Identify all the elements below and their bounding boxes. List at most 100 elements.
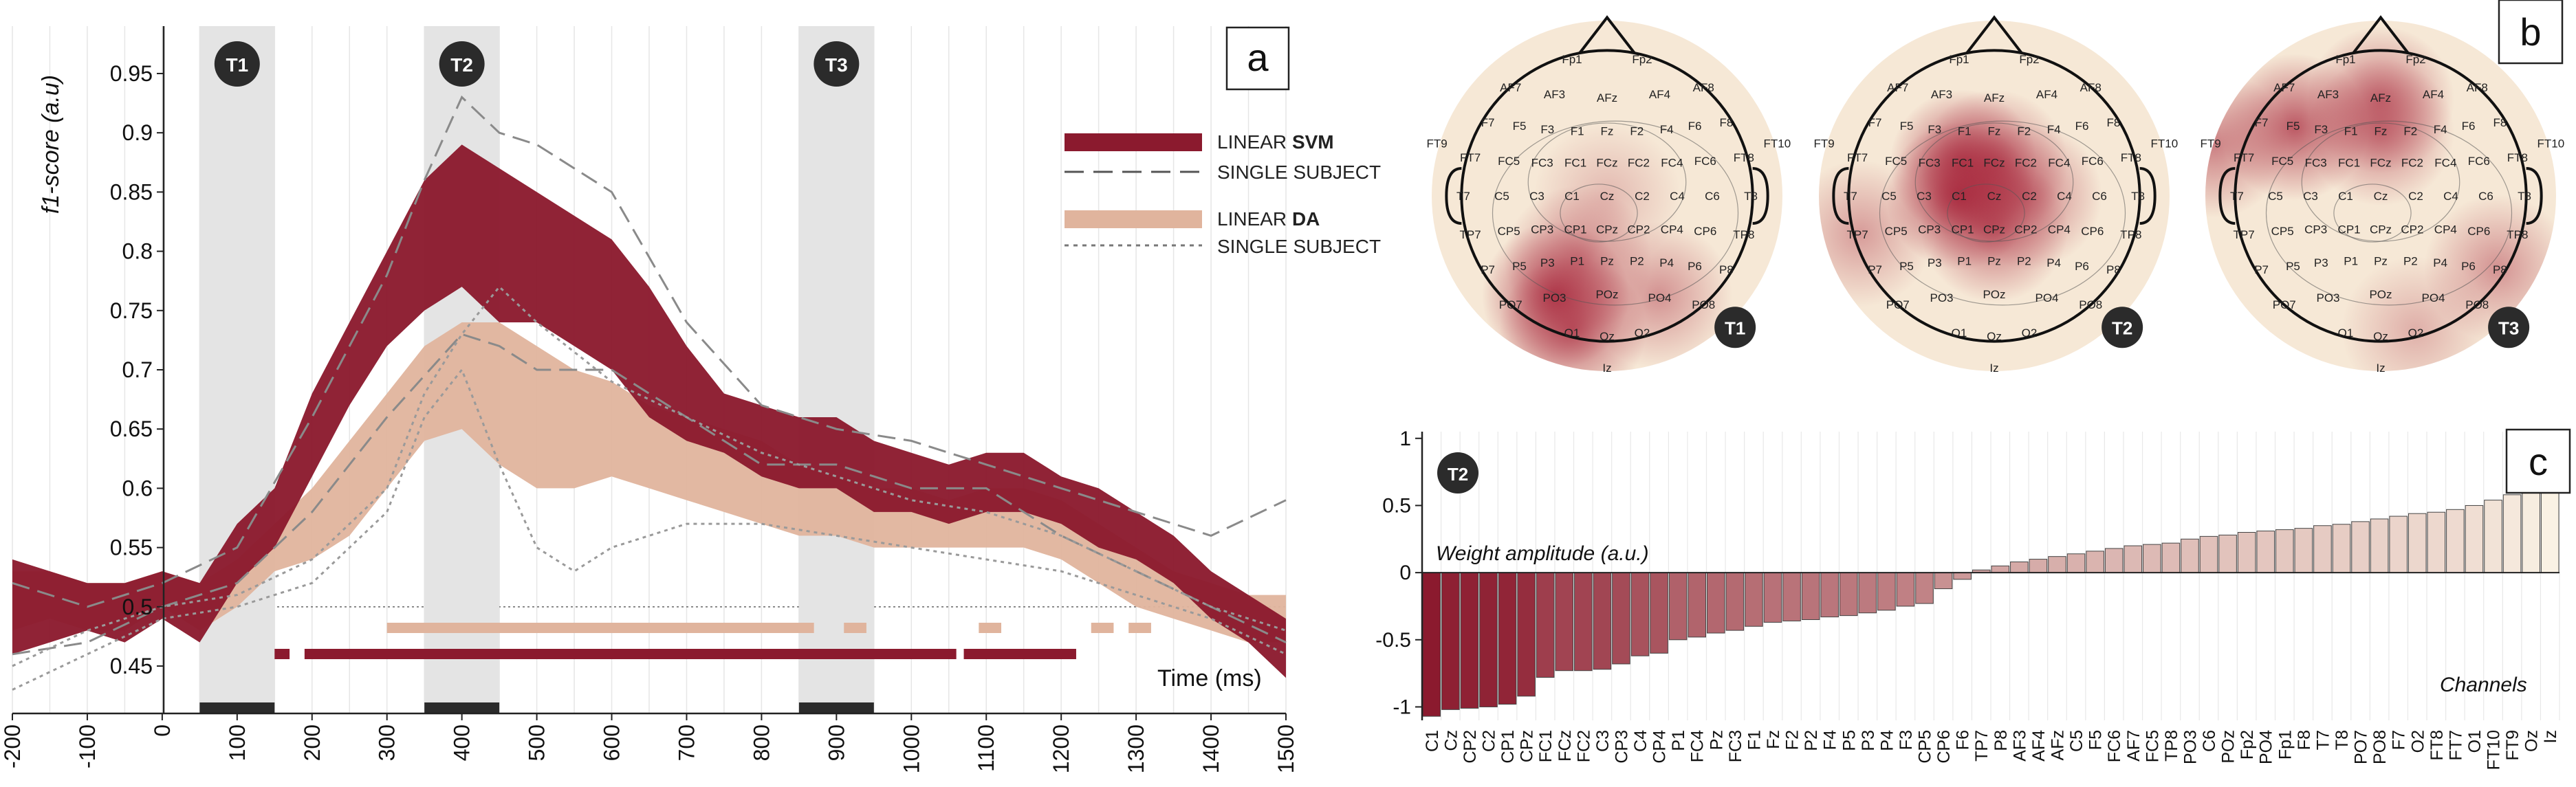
panel-a-significance-bars (274, 623, 1151, 659)
bar-f7 (2389, 516, 2408, 573)
panel-c-bars (1422, 483, 2559, 717)
panel-c-category-label: P3 (1859, 730, 1878, 751)
panel-c-category-label: F6 (1954, 730, 1973, 750)
legend-svm-label: LINEAR SVM (1217, 131, 1334, 153)
electrode-label: P4 (2046, 256, 2061, 269)
bar-fc4 (1688, 572, 1707, 638)
electrode-label: F4 (2434, 123, 2447, 136)
panel-a-ytick-label: 0.55 (110, 535, 153, 560)
electrode-label: FC1 (1952, 157, 1974, 170)
electrode-label: CP6 (2467, 225, 2490, 238)
panel-c-category-label: FC5 (2143, 730, 2162, 762)
electrode-label: FC6 (2082, 155, 2104, 168)
electrode-label: C2 (2022, 190, 2037, 203)
bar-cz (1441, 572, 1460, 710)
electrode-label: F8 (1719, 116, 1733, 129)
panel-c-category-label: O1 (2465, 730, 2485, 753)
electrode-label: F7 (2255, 116, 2269, 129)
panel-c-badge-label: T2 (1448, 464, 1468, 485)
bar-f1 (1745, 572, 1763, 627)
panel-a-ylabel: f1-score (a.u) (38, 75, 64, 214)
electrode-label: Fz (1988, 125, 2001, 138)
electrode-label: FC3 (2305, 157, 2327, 170)
electrode-label: F1 (1958, 125, 1972, 138)
electrode-label: AF8 (1693, 81, 1714, 94)
electrode-label: CP1 (1952, 223, 1974, 236)
bar-fc2 (1574, 572, 1593, 672)
significance-bar-svm (274, 649, 290, 659)
electrode-label: C3 (1917, 190, 1932, 203)
electrode-label: CP4 (2048, 223, 2071, 236)
electrode-label: AF4 (2036, 88, 2057, 101)
electrode-label: FC4 (2434, 157, 2456, 170)
time-window-marker-t2 (424, 702, 500, 713)
electrode-label: O2 (1635, 326, 1650, 340)
bar-tp8 (2161, 542, 2181, 573)
electrode-label: CPz (2370, 223, 2392, 236)
panel-a-xtick-label: 600 (600, 724, 624, 761)
electrode-label: P8 (2106, 263, 2121, 276)
bar-o1 (2465, 505, 2484, 573)
panel-a-ytick-label: 0.6 (122, 476, 153, 500)
bar-iz (2540, 483, 2559, 573)
panel-c-ytick-label: 1 (1399, 428, 1411, 450)
electrode-label: CP6 (1694, 225, 1716, 238)
electrode-label: AF3 (1544, 88, 1565, 101)
bar-ft8 (2427, 511, 2446, 573)
bar-po4 (2256, 531, 2275, 573)
electrode-label: Cz (1987, 190, 2002, 203)
panel-a-xtick-label: 1100 (974, 724, 998, 772)
electrode-label: C6 (2478, 190, 2493, 203)
electrode-label: P6 (2075, 260, 2089, 273)
panel-c-category-label: AF3 (2010, 730, 2029, 762)
time-window-badge-t1 (214, 41, 260, 87)
panel-a-xlabel: Time (ms) (1157, 665, 1262, 691)
electrode-label: CP3 (2304, 223, 2327, 236)
electrode-label: FT7 (1847, 151, 1868, 164)
time-window-t3 (798, 26, 874, 713)
topomap-badge-label: T3 (2498, 318, 2519, 338)
electrode-label: F2 (2403, 125, 2417, 138)
hotspot-fz (2306, 58, 2455, 206)
electrode-label: P1 (1570, 254, 1584, 267)
bar-c1 (1422, 572, 1441, 717)
electrode-label: FC4 (2048, 157, 2070, 170)
electrode-label: AF8 (2467, 81, 2488, 94)
panel-c-category-labels: C1 Cz CP2 C2 CP1 CPz FC1 FCz FC2 C3 CP3 C4 CP4 P1 FC4 P… (1423, 730, 2560, 770)
panel-c-category-label: T7 (2313, 730, 2333, 750)
bar-fc6 (2104, 548, 2124, 573)
electrode-label: P1 (2344, 254, 2358, 267)
topomap-contour (1879, 120, 2126, 306)
panel-c-category-label: Fz (1764, 730, 1783, 749)
electrode-label: Fp1 (1949, 53, 1969, 66)
panel-c-category-label: Pz (1707, 730, 1726, 750)
panel-c-category-label: Oz (2522, 730, 2542, 752)
electrode-label: PO3 (2316, 291, 2339, 304)
bar-c4 (1630, 572, 1650, 656)
electrode-label: F5 (1513, 120, 1527, 133)
electrode-label: CP2 (2401, 223, 2423, 236)
electrode-label: Fp1 (2335, 53, 2355, 66)
topomap-badge-label: T2 (2112, 318, 2132, 338)
legend-lda-single-label: SINGLE SUBJECT (1217, 236, 1381, 257)
panel-c-category-label: FC4 (1688, 730, 1707, 762)
electrode-label: Cz (1600, 190, 1615, 203)
electrode-label: C4 (1670, 190, 1685, 203)
electrode-label: Fz (2375, 125, 2388, 138)
topomap-badge (2488, 307, 2530, 348)
panel-a-ytick-label: 0.7 (122, 357, 153, 382)
bar-ft9 (2502, 494, 2522, 573)
panel-a-xtick-label: 1400 (1199, 724, 1223, 773)
panel-a-ytick-label: 0.45 (110, 654, 153, 678)
panel-a-xtick-label: 0 (150, 724, 175, 737)
panel-c-category-label: P4 (1877, 730, 1897, 751)
electrode-label: POz (1983, 288, 2005, 301)
electrode-label: Pz (1987, 254, 2001, 267)
electrode-label: P7 (2254, 263, 2269, 276)
panel-c-grid (1421, 432, 2560, 720)
time-window-badge-label: T2 (450, 54, 473, 76)
electrode-label: FC3 (1919, 157, 1941, 170)
time-window-badge-t2 (439, 41, 485, 87)
panel-a-ytick-label: 0.9 (122, 120, 153, 145)
electrode-label: Fp2 (2405, 53, 2425, 66)
